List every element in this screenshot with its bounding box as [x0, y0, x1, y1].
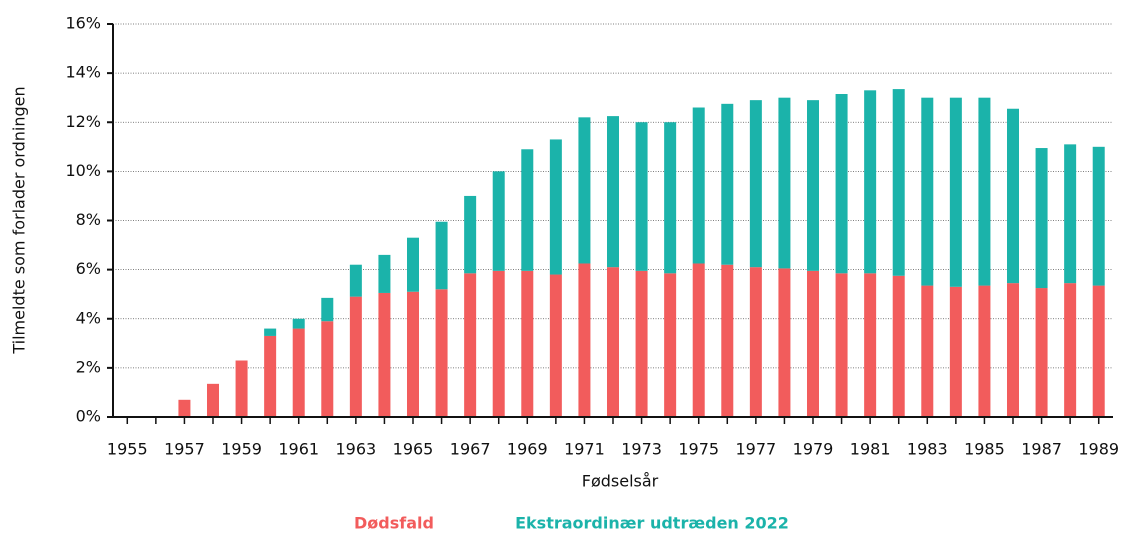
- x-tick-label: 1959: [221, 440, 262, 459]
- x-tick-label: 1969: [507, 440, 548, 459]
- bar-segment: [349, 296, 362, 417]
- bar-segment: [464, 273, 477, 417]
- bar-segment: [864, 273, 877, 417]
- y-tick-label: 8%: [76, 210, 101, 229]
- bar-segment: [978, 97, 991, 286]
- bar-segment: [692, 107, 705, 264]
- bar-segment: [607, 267, 619, 417]
- bar-segment: [921, 97, 934, 286]
- legend-entry: Dødsfald: [354, 514, 434, 533]
- bar-segment: [635, 122, 648, 271]
- bar-segment: [835, 94, 848, 274]
- x-tick-label: 1965: [393, 440, 434, 459]
- bar-segment: [292, 328, 305, 417]
- y-axis-label: Tilmeldte som forlader ordningen: [10, 86, 29, 354]
- bar-segment: [721, 103, 734, 265]
- bar-segment: [264, 335, 277, 417]
- bar-segment: [407, 237, 419, 292]
- bar-segment: [978, 285, 991, 417]
- bar-segment: [578, 117, 591, 264]
- x-tick-label: 1971: [564, 440, 605, 459]
- bar-segment: [721, 264, 734, 417]
- bar-segment: [349, 264, 362, 297]
- bar-segment: [892, 275, 905, 417]
- x-tick-label: 1975: [678, 440, 719, 459]
- y-tick-label: 12%: [65, 112, 101, 131]
- bar-segment: [1007, 283, 1019, 417]
- x-tick-label: 1979: [793, 440, 834, 459]
- bar-segment: [549, 274, 562, 417]
- legend-entry: Ekstraordinær udtræden 2022: [515, 514, 789, 533]
- bar-segment: [607, 116, 619, 268]
- bar-segment: [435, 221, 448, 290]
- x-tick-label: 1957: [164, 440, 205, 459]
- y-tick-label: 14%: [65, 63, 101, 82]
- x-tick-label: 1977: [735, 440, 776, 459]
- bar-segment: [664, 273, 677, 417]
- y-tick-label: 4%: [76, 308, 101, 327]
- bar-segment: [549, 139, 562, 275]
- bar-segment: [321, 321, 334, 417]
- y-tick-label: 10%: [65, 161, 101, 180]
- bar-segment: [1064, 144, 1077, 284]
- y-tick-label: 0%: [76, 407, 101, 426]
- x-tick-label: 1963: [335, 440, 376, 459]
- y-tick-label: 6%: [76, 259, 101, 278]
- bar-segment: [492, 171, 505, 271]
- bar-segment: [778, 97, 791, 269]
- x-tick-label: 1981: [850, 440, 891, 459]
- bar-segment: [207, 383, 219, 417]
- bar-segment: [1035, 148, 1048, 289]
- bar-segment: [1007, 108, 1019, 284]
- bar-segment: [435, 289, 448, 417]
- x-tick-label: 1955: [107, 440, 148, 459]
- bar-segment: [578, 263, 591, 417]
- x-tick-label: 1973: [621, 440, 662, 459]
- bar-segment: [635, 270, 648, 417]
- bar-segment: [807, 100, 819, 271]
- bar-segment: [1092, 146, 1105, 286]
- x-tick-label: 1987: [1021, 440, 1062, 459]
- x-tick-label: 1985: [964, 440, 1005, 459]
- bar-segment: [235, 360, 248, 417]
- bar-segment: [864, 90, 877, 274]
- bar-segment: [1092, 285, 1105, 417]
- bar-segment: [949, 97, 962, 287]
- bar-segment: [264, 328, 277, 336]
- bar-segment: [692, 263, 705, 417]
- bar-segment: [378, 254, 391, 293]
- x-axis-label: Fødselsår: [582, 472, 659, 491]
- bar-segment: [1035, 288, 1048, 417]
- bar-segment: [807, 270, 819, 417]
- bar-segment: [378, 292, 391, 417]
- bar-segment: [321, 297, 334, 322]
- bar-segment: [521, 270, 534, 417]
- bar-segment: [492, 270, 505, 417]
- bar-segment: [921, 285, 934, 417]
- x-tick-label: 1983: [907, 440, 948, 459]
- bar-segment: [949, 286, 962, 417]
- bar-segment: [464, 195, 477, 274]
- bar-segment: [778, 268, 791, 417]
- bar-segment: [749, 267, 762, 417]
- bar-segment: [664, 122, 677, 274]
- bar-segment: [749, 100, 762, 268]
- x-tick-label: 1989: [1078, 440, 1119, 459]
- bar-segment: [1064, 283, 1077, 417]
- bar-segment: [892, 89, 905, 276]
- x-tick-label: 1967: [450, 440, 491, 459]
- bar-segment: [292, 318, 305, 329]
- bar-segment: [521, 149, 534, 271]
- bar-segment: [178, 399, 191, 417]
- y-tick-label: 16%: [65, 14, 101, 33]
- x-tick-label: 1961: [278, 440, 319, 459]
- y-tick-label: 2%: [76, 357, 101, 376]
- bar-segment: [407, 291, 419, 417]
- bar-segment: [835, 273, 848, 417]
